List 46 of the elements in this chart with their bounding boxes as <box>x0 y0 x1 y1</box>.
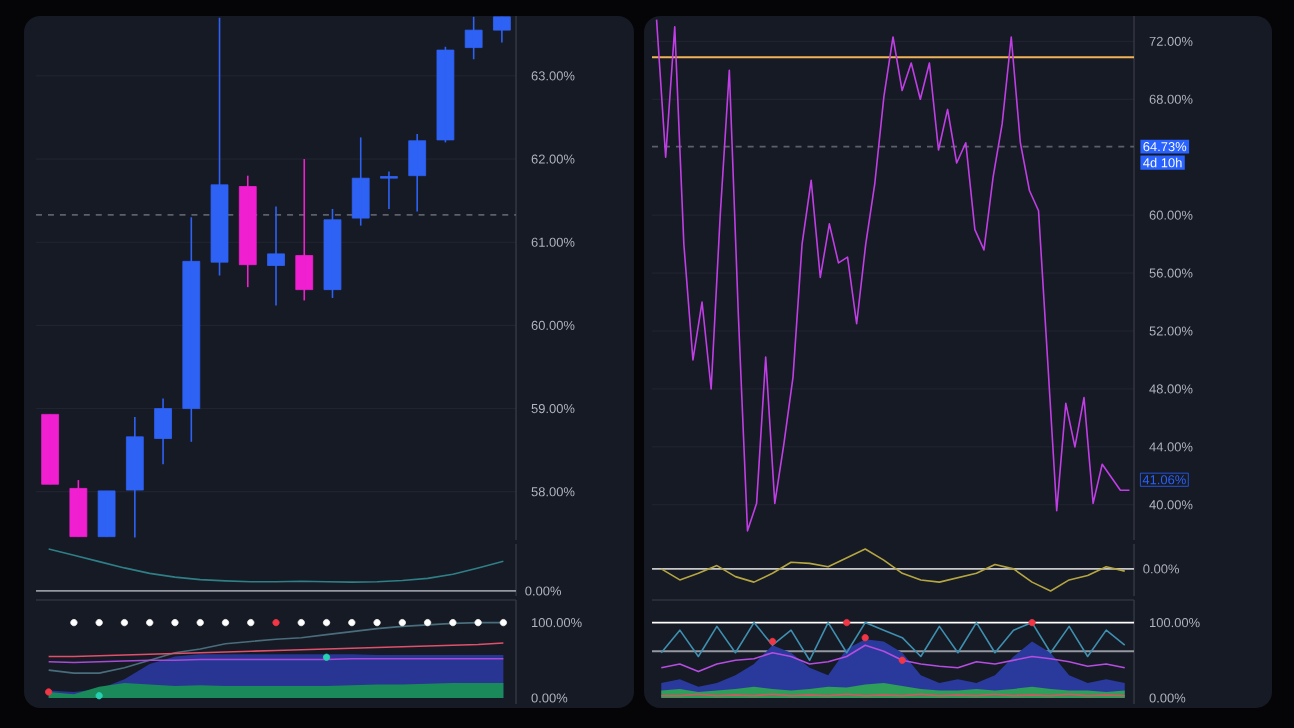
point <box>297 619 305 627</box>
line-series <box>47 621 505 674</box>
point <box>499 619 507 627</box>
candlestick <box>154 397 172 466</box>
candlestick <box>464 16 483 61</box>
line-series <box>655 18 1131 532</box>
point <box>322 653 331 661</box>
point <box>95 692 103 700</box>
point <box>474 619 482 627</box>
line-series <box>660 621 1126 662</box>
candlestick <box>295 158 314 302</box>
point <box>843 619 851 627</box>
candlestick <box>41 413 59 486</box>
point <box>861 634 869 642</box>
candlestick <box>97 490 116 538</box>
point <box>45 688 53 696</box>
candlestick <box>351 136 370 227</box>
point <box>1028 619 1036 627</box>
point <box>272 619 280 627</box>
candlestick <box>323 208 342 299</box>
candlestick <box>493 16 511 44</box>
point <box>768 637 777 646</box>
point <box>221 619 230 627</box>
candlestick <box>267 205 285 307</box>
point <box>196 619 204 627</box>
point <box>322 619 331 627</box>
point <box>247 619 255 627</box>
candlestick <box>210 16 229 277</box>
point <box>348 619 356 627</box>
point <box>146 619 154 627</box>
candlestick <box>380 170 398 210</box>
candlestick <box>125 416 144 539</box>
point <box>95 619 103 627</box>
point <box>449 619 457 627</box>
candlestick <box>436 45 455 144</box>
point <box>120 619 129 627</box>
point <box>70 619 78 627</box>
point <box>424 619 432 627</box>
point <box>373 619 381 627</box>
point <box>171 619 179 627</box>
candlestick <box>408 133 427 213</box>
point <box>898 656 906 664</box>
candlestick <box>238 174 257 288</box>
candlestick <box>69 479 88 538</box>
candlestick <box>182 216 201 443</box>
point <box>398 619 406 627</box>
